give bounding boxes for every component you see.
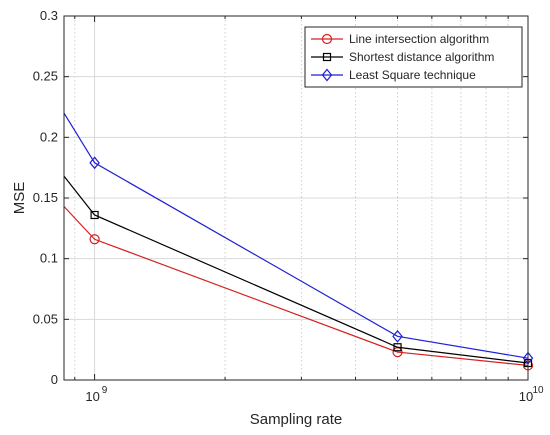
y-tick-label: 0.05	[33, 311, 58, 326]
data-point-circle	[321, 33, 333, 45]
y-axis-label: MSE	[11, 182, 28, 215]
data-point-square	[322, 52, 332, 62]
x-tick-label: 10 10	[519, 385, 544, 404]
x-axis-label: Sampling rate	[250, 411, 343, 428]
data-point-diamond	[392, 329, 403, 343]
legend-label: Least Square technique	[349, 68, 476, 82]
x-tick-label: 10 9	[85, 385, 107, 404]
data-point-diamond	[321, 68, 333, 82]
x-tick-exponent: 10	[532, 385, 544, 396]
y-tick-label: 0	[51, 372, 58, 387]
y-tick-label: 0.1	[40, 251, 58, 266]
y-tick-labels: 0 0.05 0.1 0.15 0.2 0.25 0.3	[33, 8, 58, 387]
data-point-diamond	[89, 156, 100, 170]
y-tick-label: 0.3	[40, 8, 58, 23]
legend-label: Line intersection algorithm	[349, 32, 489, 46]
y-tick-label: 0.25	[33, 69, 58, 84]
y-tick-label: 0.2	[40, 129, 58, 144]
legend-label: Shortest distance algorithm	[349, 50, 494, 64]
x-tick-base: 10	[519, 389, 533, 404]
x-tick-labels: 10 9 10 10	[85, 385, 544, 404]
series-layer	[63, 112, 534, 371]
data-point-square	[393, 343, 402, 352]
series-line-1	[63, 175, 529, 364]
y-tick-label: 0.15	[33, 190, 58, 205]
x-tick-exponent: 9	[102, 385, 108, 396]
data-point-circle	[89, 234, 100, 245]
series-line-2	[63, 112, 529, 359]
x-tick-base: 10	[85, 389, 99, 404]
tick-marks	[64, 15, 529, 381]
legend: Line intersection algorithm Shortest dist…	[304, 26, 523, 88]
series-line-0	[63, 206, 529, 367]
data-point-square	[90, 210, 99, 220]
